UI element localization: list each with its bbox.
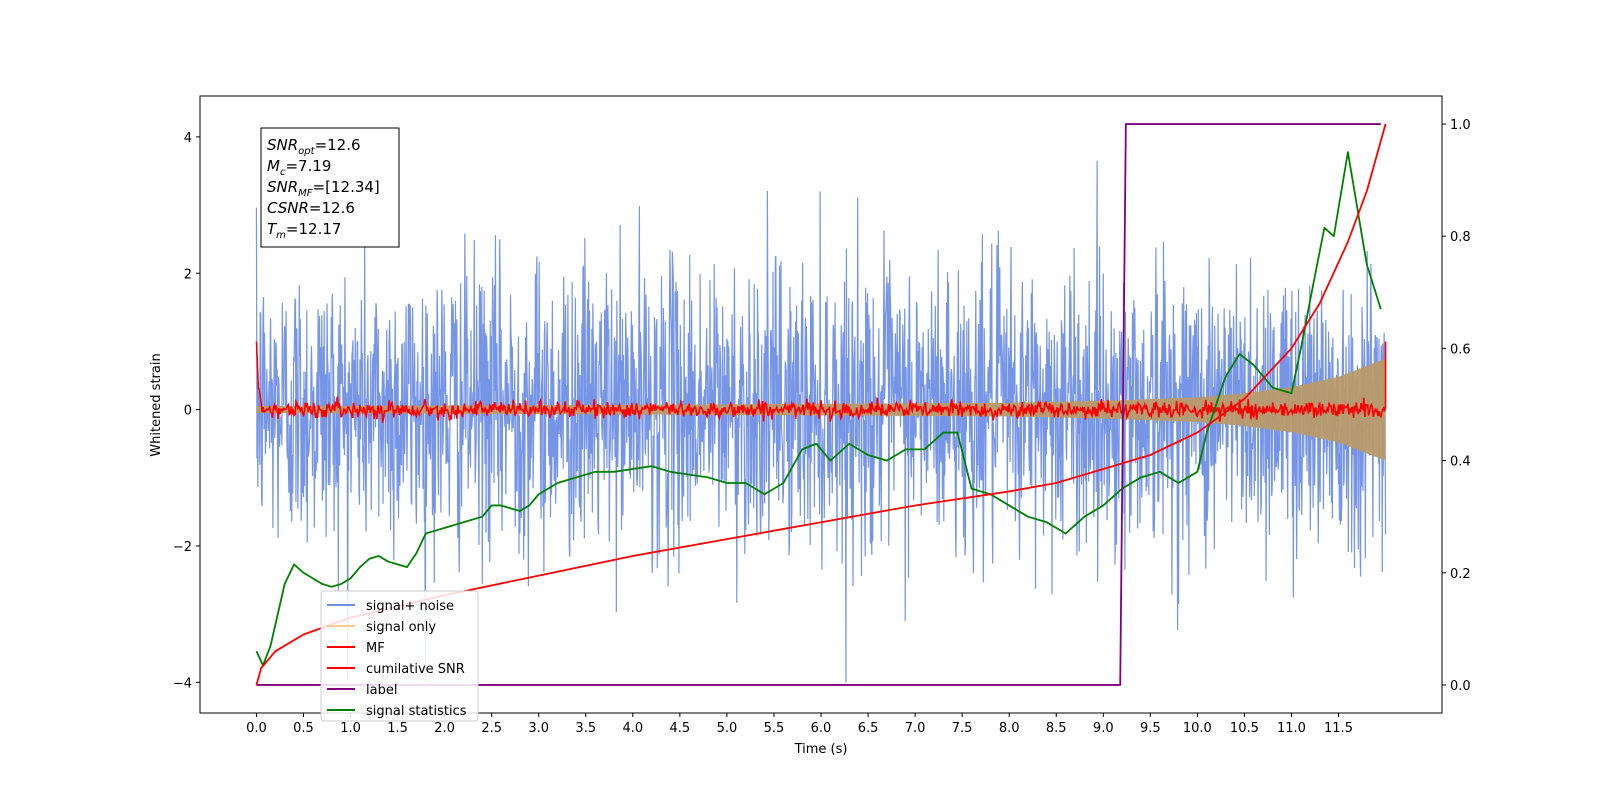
- series-label: [256, 123, 1381, 686]
- annotation-line: CSNR=12.6: [267, 199, 355, 217]
- y2-tick-label: 0.4: [1450, 455, 1471, 470]
- x-tick-label: 4.5: [670, 721, 691, 736]
- x-tick-label: 11.0: [1277, 721, 1306, 736]
- legend-label-noise: signal+ noise: [366, 599, 454, 614]
- x-tick-label: 7.5: [952, 721, 973, 736]
- mf-trace: [255, 341, 1387, 423]
- series-signal-statistics: [255, 151, 1382, 667]
- x-axis-ticks: 0.0 0.5 1.0 1.5 2.0 2.5 3.0 3.5 4.0 4.5 5.0 5.5 6.0 6…: [246, 713, 1353, 736]
- legend-frame: [320, 590, 479, 722]
- label-line: [256, 123, 1381, 686]
- y-axis-ticks: −4 −2 0 2 4: [173, 131, 200, 691]
- y2-tick-label: 0.0: [1450, 679, 1471, 694]
- stats-line: [255, 151, 1382, 667]
- series-signal-only: [256, 358, 1386, 461]
- y-tick-label: −4: [173, 676, 192, 691]
- x-tick-label: 3.5: [575, 721, 596, 736]
- x-tick-label: 9.5: [1140, 721, 1161, 736]
- y-axis-label: Whitened strain: [149, 353, 164, 456]
- legend-label-mf: MF: [366, 641, 385, 656]
- legend-label-stats: signal statistics: [366, 704, 467, 719]
- x-tick-label: 6.0: [811, 721, 832, 736]
- legend: signal+ noise signal only MF cumilative SNR…: [320, 590, 479, 722]
- noise-trace: [255, 160, 1387, 683]
- y2-axis-ticks: 0.0 0.2 0.4 0.6 0.8 1.0: [1442, 118, 1471, 694]
- x-axis-label: Time (s): [794, 742, 848, 757]
- x-tick-label: 8.0: [999, 721, 1020, 736]
- y-tick-label: 0: [184, 404, 192, 419]
- x-tick-label: 9.0: [1093, 721, 1114, 736]
- x-tick-label: 0.0: [246, 721, 267, 736]
- x-tick-label: 2.5: [481, 721, 502, 736]
- x-tick-label: 5.5: [764, 721, 785, 736]
- x-tick-label: 6.5: [858, 721, 879, 736]
- annotation-box: SNRopt=12.6Mc=7.19SNRMF=[12.34]CSNR=12.6…: [260, 127, 400, 248]
- y2-tick-label: 0.2: [1450, 567, 1471, 582]
- x-tick-label: 10.5: [1230, 721, 1259, 736]
- x-tick-label: 10.0: [1183, 721, 1212, 736]
- y-tick-label: −2: [173, 540, 192, 555]
- annotation-line: Tm=12.17: [267, 220, 341, 241]
- legend-label-label: label: [366, 683, 397, 698]
- x-tick-label: 7.0: [905, 721, 926, 736]
- x-tick-label: 3.0: [528, 721, 549, 736]
- y2-tick-label: 0.8: [1450, 230, 1471, 245]
- y2-tick-label: 0.6: [1450, 342, 1471, 357]
- signal-envelope: [256, 358, 1386, 461]
- y-tick-label: 2: [184, 267, 192, 282]
- x-tick-label: 5.0: [717, 721, 738, 736]
- x-tick-label: 11.5: [1324, 721, 1353, 736]
- legend-label-csnr: cumilative SNR: [366, 662, 465, 677]
- x-tick-label: 1.0: [340, 721, 361, 736]
- y2-tick-label: 1.0: [1450, 118, 1471, 133]
- x-tick-label: 8.5: [1046, 721, 1067, 736]
- y-tick-label: 4: [184, 131, 192, 146]
- x-tick-label: 1.5: [387, 721, 408, 736]
- x-tick-label: 0.5: [293, 721, 314, 736]
- x-tick-label: 4.0: [622, 721, 643, 736]
- annotation-line: SNRMF=[12.34]: [267, 178, 380, 199]
- series-signal-noise: [255, 160, 1387, 683]
- series-mf: [255, 341, 1387, 423]
- legend-label-signal: signal only: [366, 620, 436, 635]
- annotation-line: Mc=7.19: [267, 157, 331, 178]
- x-tick-label: 2.0: [434, 721, 455, 736]
- annotation-line: SNRopt=12.6: [267, 136, 361, 157]
